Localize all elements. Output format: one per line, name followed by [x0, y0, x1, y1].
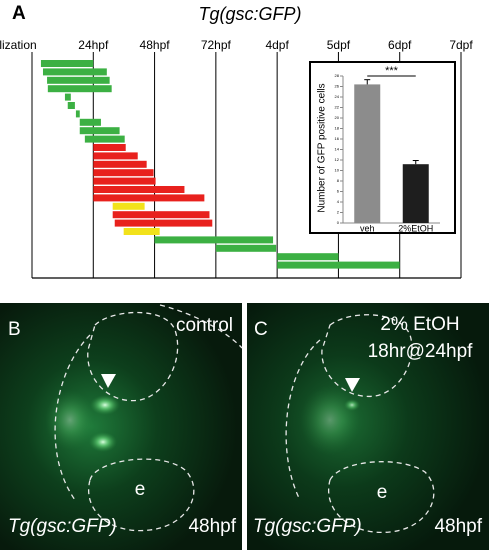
line-label: Tg(gsc:GFP): [8, 516, 117, 537]
y-tick-label: 28: [335, 73, 340, 78]
bar: [93, 152, 138, 160]
outline: [328, 461, 435, 534]
panel-c: C 2% EtOH 18hr@24hpf e Tg(gsc:GFP) 48hpf: [247, 303, 489, 550]
bar: [112, 202, 145, 210]
y-tick-label: 22: [335, 105, 340, 110]
gfp-signal: [90, 395, 120, 415]
y-tick-label: 4: [337, 199, 340, 204]
outline: [321, 314, 413, 398]
bar: [277, 253, 339, 261]
x-tick-label: 48hpf: [140, 38, 171, 52]
bar: [114, 219, 213, 227]
significance-label: ***: [385, 65, 399, 77]
bar: [42, 68, 107, 76]
chart-title: Tg(gsc:GFP): [198, 4, 301, 24]
condition: 2% EtOH: [380, 314, 459, 335]
x-tick-label: Fertilization: [0, 38, 37, 52]
x-tick-label: veh: [360, 223, 375, 233]
bar: [93, 144, 126, 151]
panel-label: B: [8, 319, 21, 340]
bar: [79, 127, 120, 135]
panel-b: B control e Tg(gsc:GFP) 48hpf: [0, 303, 243, 550]
bar: [112, 211, 210, 219]
y-tick-label: 14: [335, 147, 340, 152]
gfp-signal: [344, 399, 360, 411]
condition: control: [176, 315, 233, 336]
bar: [84, 135, 125, 143]
micrograph: [0, 303, 242, 550]
y-tick-label: 18: [335, 126, 340, 131]
bar: [93, 186, 185, 193]
x-tick-label: 24hpf: [78, 38, 109, 52]
bar: [277, 261, 400, 269]
y-tick-label: 12: [335, 157, 340, 162]
stage-label: 48hpf: [434, 516, 482, 537]
outline: [285, 339, 321, 501]
y-tick-label: 2: [337, 210, 340, 215]
bar: [40, 60, 94, 67]
arrowhead: [345, 378, 360, 392]
bar: [67, 102, 75, 109]
outline: [88, 458, 195, 532]
bar: [402, 164, 429, 223]
y-tick-label: 8: [337, 178, 340, 183]
bar: [93, 194, 205, 202]
x-tick-label: 6dpf: [388, 38, 412, 52]
bar: [215, 244, 277, 252]
outline: [159, 304, 243, 349]
x-tick-label: 72hpf: [201, 38, 232, 52]
outline: [54, 334, 91, 501]
y-tick-label: 0: [337, 220, 340, 225]
panel-label: A: [12, 3, 26, 24]
gfp-signal: [89, 432, 117, 452]
panel-label: C: [254, 319, 268, 340]
y-tick-label: 6: [337, 189, 340, 194]
y-axis-label: Number of GFP positive cells: [317, 83, 328, 212]
x-tick-label: 4dpf: [265, 38, 289, 52]
y-tick-label: 10: [335, 168, 340, 173]
gfp-signal: [300, 385, 360, 455]
x-tick-label: 7dpf: [449, 38, 473, 52]
y-tick-label: 24: [335, 94, 340, 99]
bar: [47, 85, 112, 93]
condition: 18hr@24hpf: [368, 341, 474, 362]
gfp-signal: [45, 390, 95, 450]
bar: [354, 84, 381, 224]
region-label: e: [377, 482, 388, 503]
bar: [64, 93, 71, 101]
line-label: Tg(gsc:GFP): [253, 516, 362, 537]
bar: [47, 76, 110, 84]
inset-chart: Number of GFP positive cells 02468101214…: [309, 61, 456, 234]
bar: [79, 118, 101, 126]
timeline: Fertilization 24hpf 48hpf 72hpf 4dpf 5dpf 6dpf…: [0, 38, 473, 279]
y-tick-label: 26: [335, 84, 340, 89]
bar: [75, 110, 80, 118]
region-label: e: [135, 479, 146, 500]
arrowhead: [101, 374, 116, 388]
micrograph: [247, 303, 489, 550]
x-tick-label: 2%EtOH: [398, 223, 433, 233]
stage-label: 48hpf: [188, 516, 236, 537]
y-tick-label: 20: [335, 115, 340, 120]
bar: [93, 169, 154, 177]
bar: [93, 177, 156, 185]
inset-frame: [309, 61, 456, 234]
bar: [154, 236, 274, 244]
x-tick-label: 5dpf: [327, 38, 351, 52]
bar: [123, 228, 160, 235]
bar: [93, 160, 147, 168]
y-tick-label: 16: [335, 136, 340, 141]
